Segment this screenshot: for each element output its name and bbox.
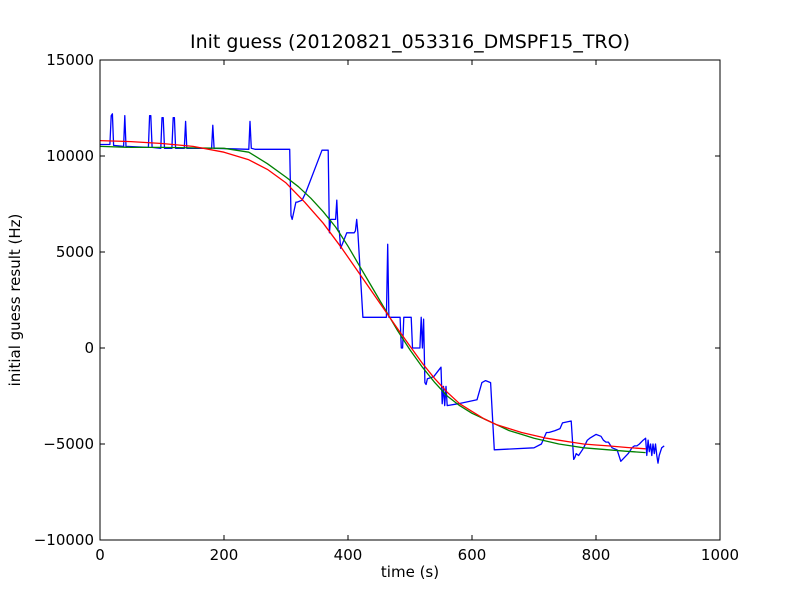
x-tick-label: 400 (334, 546, 363, 564)
x-tick-label: 800 (582, 546, 611, 564)
x-tick-label: 200 (210, 546, 239, 564)
y-tick-label: 10000 (46, 147, 94, 165)
y-tick-label: 0 (84, 339, 94, 357)
y-axis-label: initial guess result (Hz) (6, 214, 24, 387)
series-line-3 (99, 139, 646, 450)
x-tick-label: 600 (458, 546, 487, 564)
y-tick-label: −5000 (43, 435, 94, 453)
plot-frame (99, 59, 721, 541)
x-axis-label: time (s) (381, 563, 439, 581)
chart-title: Init guess (20120821_053316_DMSPF15_TRO) (190, 31, 630, 53)
y-tick-label: 15000 (46, 51, 94, 69)
series-line-2 (99, 145, 646, 454)
x-tick-label: 0 (95, 546, 105, 564)
x-tick-label: 1000 (701, 546, 739, 564)
y-tick-label: −10000 (34, 531, 94, 549)
y-tick-label: 5000 (56, 243, 94, 261)
